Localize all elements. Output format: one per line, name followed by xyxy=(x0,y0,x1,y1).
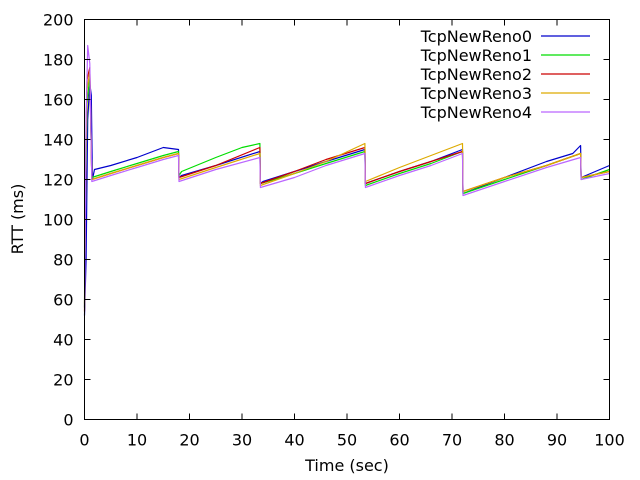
y-tick-label: 100 xyxy=(43,211,74,230)
y-tick-label: 200 xyxy=(43,11,74,30)
y-tick-label: 140 xyxy=(43,131,74,150)
y-tick-label: 60 xyxy=(53,291,73,310)
legend-label: TcpNewReno0 xyxy=(420,27,532,46)
legend-label: TcpNewReno2 xyxy=(420,65,532,84)
y-tick-label: 180 xyxy=(43,51,74,70)
x-tick-label: 80 xyxy=(494,431,514,450)
y-tick-label: 0 xyxy=(63,411,73,430)
legend-label: TcpNewReno1 xyxy=(420,46,532,65)
x-tick-label: 100 xyxy=(594,431,625,450)
y-tick-label: 20 xyxy=(53,371,73,390)
legend-label: TcpNewReno3 xyxy=(420,84,532,103)
legend: TcpNewReno0TcpNewReno1TcpNewReno2TcpNewR… xyxy=(420,27,590,122)
y-tick-label: 160 xyxy=(43,91,74,110)
x-tick-label: 40 xyxy=(284,431,304,450)
x-tick-label: 60 xyxy=(389,431,409,450)
x-tick-label: 30 xyxy=(232,431,252,450)
x-axis-label: Time (sec) xyxy=(304,456,389,475)
x-tick-label: 90 xyxy=(547,431,567,450)
x-tick-label: 0 xyxy=(79,431,89,450)
y-axis-label: RTT (ms) xyxy=(8,184,27,255)
y-tick-label: 120 xyxy=(43,171,74,190)
x-tick-label: 50 xyxy=(337,431,357,450)
x-tick-label: 20 xyxy=(179,431,199,450)
x-tick-label: 70 xyxy=(442,431,462,450)
series-line-tcpnewreno4 xyxy=(83,44,610,308)
series-line-tcpnewreno3 xyxy=(83,70,610,304)
y-tick-label: 40 xyxy=(53,331,73,350)
legend-label: TcpNewReno4 xyxy=(420,103,532,122)
x-tick-label: 10 xyxy=(127,431,147,450)
y-tick-label: 80 xyxy=(53,251,73,270)
